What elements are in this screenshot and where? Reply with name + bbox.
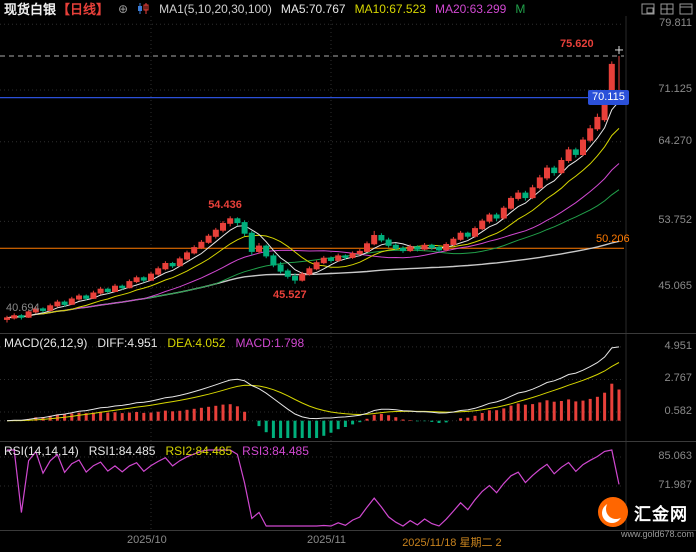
peak-price-annotation: 54.436 [208,199,242,212]
layout-split-icon[interactable] [679,2,693,20]
y-axis-tick: 4.951 [664,339,692,352]
y-axis-tick: 64.270 [658,134,692,147]
rsi2-value: RSI2:84.485 [165,444,233,458]
y-axis-tick: 71.125 [658,82,692,95]
add-indicator-icon[interactable]: ⊕ [118,1,129,16]
dea-value: DEA:4.052 [167,336,226,350]
layout-grid-icon[interactable] [660,2,674,20]
y-axis-tick: 79.811 [659,17,692,30]
symbol-name: 现货白银 [4,2,57,17]
ma30-value-label-truncated: M [515,1,526,16]
watermark-site-name: 汇金网 [634,504,688,524]
support-level-label: 50.206 [596,233,630,246]
chart-toolbar [641,2,693,20]
kline-icon[interactable] [137,3,150,14]
rsi-title[interactable]: RSI(14,14,14) [4,444,79,458]
x-axis-date-label-selected: 2025/11/18 星期二 2 [402,537,502,549]
x-axis-date-label: 2025/10 [127,534,167,546]
rsi-legend: RSI(14,14,14) RSI1:84.485 RSI2:84.485 RS… [4,444,309,458]
macd-title[interactable]: MACD(26,12,9) [4,336,88,350]
last-price-tag: 70.115 [588,89,629,105]
macd-value: MACD:1.798 [235,336,305,350]
y-axis-tick: 0.582 [664,405,692,418]
rsi1-value: RSI1:84.485 [88,444,156,458]
start-low-annotation: 40.694 [6,302,40,315]
x-axis-date-label: 2025/11 [307,534,346,546]
diff-value: DIFF:4.951 [97,336,158,350]
ma-settings-label[interactable]: MA1(5,10,20,30,100) [159,1,272,16]
watermark-url: www.gold678.com [620,529,694,539]
ma20-value-label: MA20:63.299 [434,1,507,16]
high-price-annotation: 75.620 [560,37,594,50]
main-header: 现货白银 【日线】 ⊕ MA1(5,10,20,30,100) MA5:70.7… [4,1,526,18]
period-label: 【日线】 [57,2,110,17]
layout-single-icon[interactable] [641,2,655,20]
macd-legend: MACD(26,12,9) DIFF:4.951 DEA:4.052 MACD:… [4,336,304,350]
y-axis-tick: 2.767 [664,372,692,385]
rsi3-value: RSI3:84.485 [242,444,309,458]
y-axis-tick: 71.987 [658,479,692,491]
y-axis-tick: 85.063 [658,450,692,462]
y-axis-tick: 53.752 [658,214,692,227]
y-axis-tick: 45.065 [658,280,692,293]
huijin-logo-icon [597,496,629,528]
ma5-value-label: MA5:70.767 [280,1,346,16]
watermark: 汇金网 www.gold678.com [597,496,694,539]
dip-price-annotation: 45.527 [273,288,307,301]
ma10-value-label: MA10:67.523 [354,1,426,16]
